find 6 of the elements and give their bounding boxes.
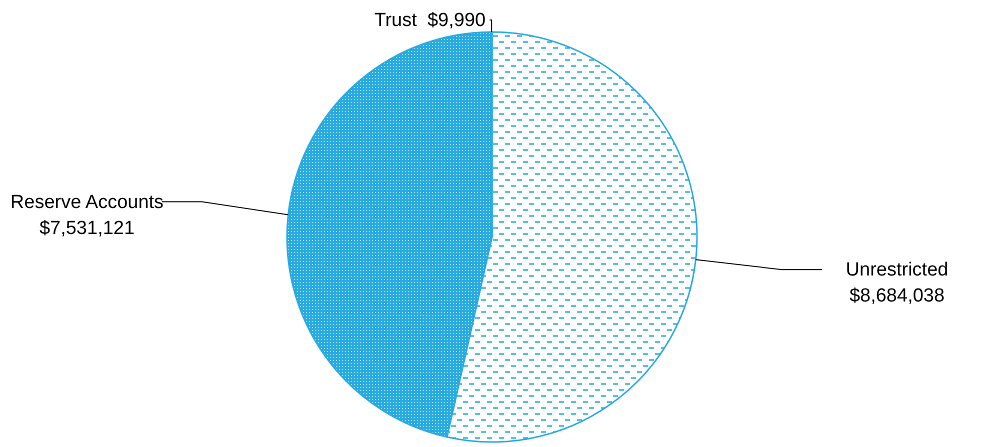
slice-label: Unrestricted — [846, 260, 948, 281]
slice-label: Trust — [374, 10, 417, 31]
data-label: $8,684,038 — [849, 286, 945, 307]
slice-label: Reserve Accounts — [10, 192, 164, 213]
data-label: $9,990 — [427, 10, 486, 31]
data-label: $7,531,121 — [39, 218, 135, 239]
